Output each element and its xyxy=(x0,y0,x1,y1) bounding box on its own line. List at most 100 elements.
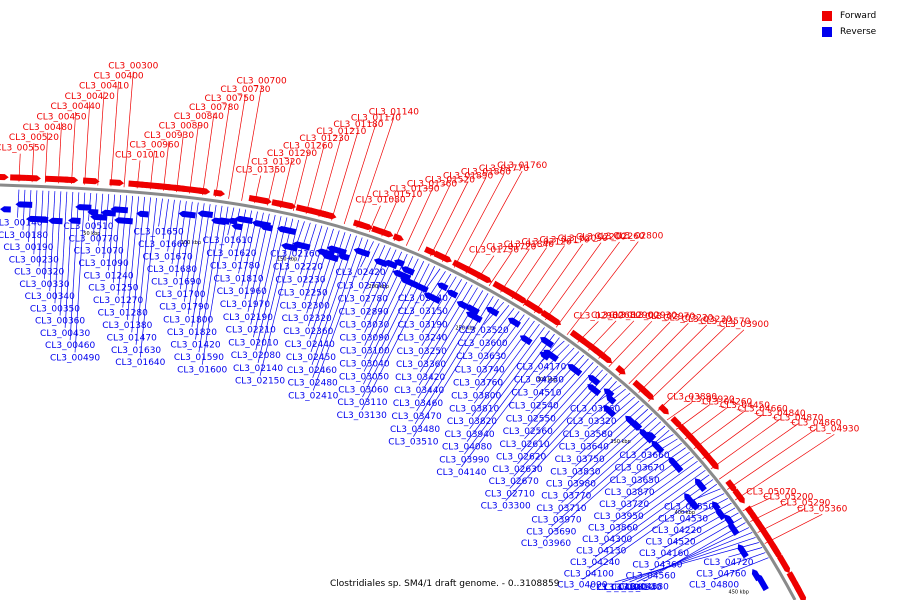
reverse-gene-label: CL3_04760 xyxy=(696,569,746,579)
reverse-gene-label: CL3_03820 xyxy=(447,417,497,427)
leader-line xyxy=(522,245,565,306)
legend: Forward Reverse xyxy=(822,8,892,40)
leader-line xyxy=(482,305,510,339)
reverse-gene-label: CL3_02410 xyxy=(288,392,338,402)
reverse-gene-label: CL3_04090 xyxy=(557,580,607,590)
reverse-gene-label: CL3_01270 xyxy=(93,296,143,306)
reverse-gene xyxy=(100,209,117,217)
forward-gene-label: CL3_01360 xyxy=(407,180,457,190)
leader-line xyxy=(721,552,766,569)
reverse-gene-label: CL3_00340 xyxy=(25,292,75,302)
reverse-gene-label: CL3_03830 xyxy=(550,467,600,477)
reverse-gene xyxy=(216,217,230,225)
leader-line xyxy=(636,527,750,583)
reverse-gene-label: CL3_02620 xyxy=(496,452,546,462)
reverse-gene-label: CL3_00770 xyxy=(68,234,118,244)
forward-gene-label: CL3_01350 xyxy=(236,166,286,176)
reverse-gene-label: CL3_02150 xyxy=(235,377,285,387)
reverse-gene-label: CL3_03520 xyxy=(459,326,509,336)
reverse-gene-label: CL3_01620 xyxy=(206,249,256,259)
forward-gene-label: CL3_02900 xyxy=(609,311,659,321)
leader-line xyxy=(575,404,644,467)
leader-line xyxy=(480,308,515,352)
reverse-gene-label: CL3_04100 xyxy=(564,569,614,579)
forward-gene-label: CL3_00930 xyxy=(144,131,194,141)
leader-line xyxy=(688,488,721,502)
forward-gene-label: CL3_01290 xyxy=(267,149,317,159)
leader-line xyxy=(28,190,32,243)
forward-gene xyxy=(794,584,807,600)
leader-line xyxy=(676,498,729,526)
forward-gene-label: CL3_00300 xyxy=(108,62,158,72)
scale-tick-label: 250 kbp xyxy=(455,325,475,331)
forward-gene xyxy=(175,184,195,193)
leader-line xyxy=(657,329,745,411)
reverse-gene-label: CL3_02460 xyxy=(287,366,337,376)
reverse-gene xyxy=(90,213,107,221)
leader-line xyxy=(413,299,499,437)
reverse-gene-label: CL3_04720 xyxy=(703,558,753,568)
reverse-gene-label: CL3_03630 xyxy=(456,352,506,362)
forward-gene-label: CL3_02800 xyxy=(613,232,663,242)
leader-line xyxy=(638,324,707,393)
reverse-gene xyxy=(400,266,415,276)
forward-gene-label: CL3_04260 xyxy=(702,398,752,408)
forward-gene-label: CL3_05360 xyxy=(797,504,847,514)
reverse-gene xyxy=(110,206,129,214)
leader-line xyxy=(682,493,725,514)
forward-gene-label: CL3_01840 xyxy=(504,240,554,250)
leader-line xyxy=(97,91,105,186)
forward-gene xyxy=(492,280,508,292)
leader-line xyxy=(331,129,359,221)
reverse-gene-label: CL3_01650 xyxy=(134,227,184,237)
forward-gene-label: CL3_03920 xyxy=(684,395,734,405)
reverse-gene-label: CL3_02360 xyxy=(283,327,333,337)
reverse-gene-label: CL3_04220 xyxy=(652,526,702,536)
leader-line xyxy=(131,196,145,333)
reverse-gene-label: CL3_02670 xyxy=(489,477,539,487)
reverse-gene-label: CL3_02480 xyxy=(288,379,338,389)
reverse-gene-label: CL3_03300 xyxy=(481,502,531,512)
reverse-gene-label: CL3_01240 xyxy=(83,271,133,281)
forward-gene-label: CL3_02970 xyxy=(645,312,695,322)
forward-gene xyxy=(392,233,404,242)
reverse-gene-label: CL3_03420 xyxy=(395,373,445,383)
leader-line xyxy=(421,276,457,333)
legend-reverse-label: Reverse xyxy=(840,27,877,37)
reverse-gene-label: CL3_03950 xyxy=(594,512,644,522)
forward-gene-label: CL3_01010 xyxy=(115,150,165,160)
reverse-gene-label: CL3_03470 xyxy=(392,412,442,422)
reverse-gene-label: CL3_04380 xyxy=(619,583,669,593)
leader-line xyxy=(670,502,732,537)
leader-line xyxy=(594,474,710,558)
leader-line xyxy=(466,330,550,442)
leader-line xyxy=(420,281,468,360)
forward-gene xyxy=(12,174,30,181)
scale-tick-label: 150 kbp xyxy=(277,257,297,263)
leader-line xyxy=(533,351,580,401)
leader-line xyxy=(650,517,743,571)
forward-gene-label: CL3_03230 xyxy=(682,315,732,325)
leader-line xyxy=(511,247,547,300)
reverse-gene-label: CL3_03060 xyxy=(338,385,388,395)
leader-line xyxy=(122,195,134,308)
forward-gene-label: CL3_00890 xyxy=(159,121,209,131)
forward-gene-label: CL3_02120 xyxy=(522,238,572,248)
forward-gene-label: CL3_05070 xyxy=(746,488,796,498)
leader-line xyxy=(202,112,215,196)
reverse-gene xyxy=(716,508,727,521)
reverse-gene xyxy=(446,289,459,299)
reverse-gene-label: CL3_03740 xyxy=(455,365,505,375)
reverse-gene-label: CL3_01670 xyxy=(143,252,193,262)
forward-gene xyxy=(255,196,272,205)
reverse-gene xyxy=(337,253,350,262)
leader-line xyxy=(734,434,835,501)
forward-gene-label: CL3_02680 xyxy=(591,311,641,321)
leader-line xyxy=(461,337,560,468)
reverse-gene-label: CL3_01610 xyxy=(203,236,253,246)
reverse-gene xyxy=(456,300,469,310)
reverse-gene xyxy=(281,242,299,252)
genome-caption: Clostridiales sp. SM4/1 draft genome. - … xyxy=(330,579,560,589)
forward-gene-label: CL3_00520 xyxy=(9,133,59,143)
